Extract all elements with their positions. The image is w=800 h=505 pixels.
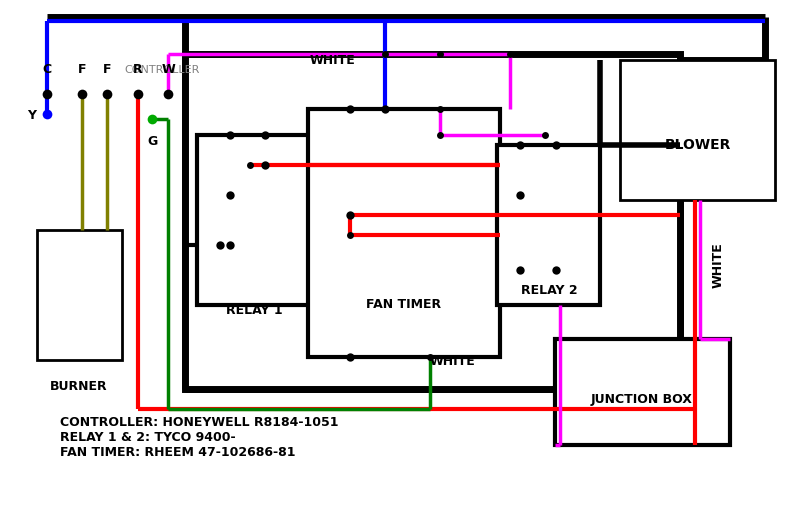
Text: WHITE: WHITE [430, 355, 476, 367]
Bar [620, 61, 775, 200]
Bar [185, 55, 680, 389]
Text: F: F [78, 63, 86, 76]
Text: R: R [133, 63, 143, 76]
Text: BLOWER: BLOWER [665, 138, 731, 152]
Bar [555, 339, 730, 445]
Text: WHITE: WHITE [310, 54, 356, 67]
Text: RELAY 2: RELAY 2 [521, 283, 578, 296]
Bar [497, 146, 600, 306]
Bar [197, 136, 309, 306]
Text: CONTROLLER: CONTROLLER [124, 65, 199, 75]
Bar [308, 110, 500, 358]
Text: JUNCTION BOX: JUNCTION BOX [591, 393, 693, 406]
Text: F: F [102, 63, 111, 76]
Text: W: W [161, 63, 175, 76]
Text: BURNER: BURNER [50, 379, 108, 392]
Text: RELAY 1: RELAY 1 [226, 303, 282, 316]
Text: FAN TIMER: FAN TIMER [366, 298, 442, 311]
Text: WHITE: WHITE [712, 242, 725, 287]
Text: CONTROLLER: HONEYWELL R8184-1051
RELAY 1 & 2: TYCO 9400-
FAN TIMER: RHEEM 47-102: CONTROLLER: HONEYWELL R8184-1051 RELAY 1… [60, 415, 338, 458]
Text: C: C [42, 63, 51, 76]
Text: Y: Y [27, 108, 37, 121]
Bar [37, 231, 122, 360]
Text: G: G [147, 135, 157, 147]
